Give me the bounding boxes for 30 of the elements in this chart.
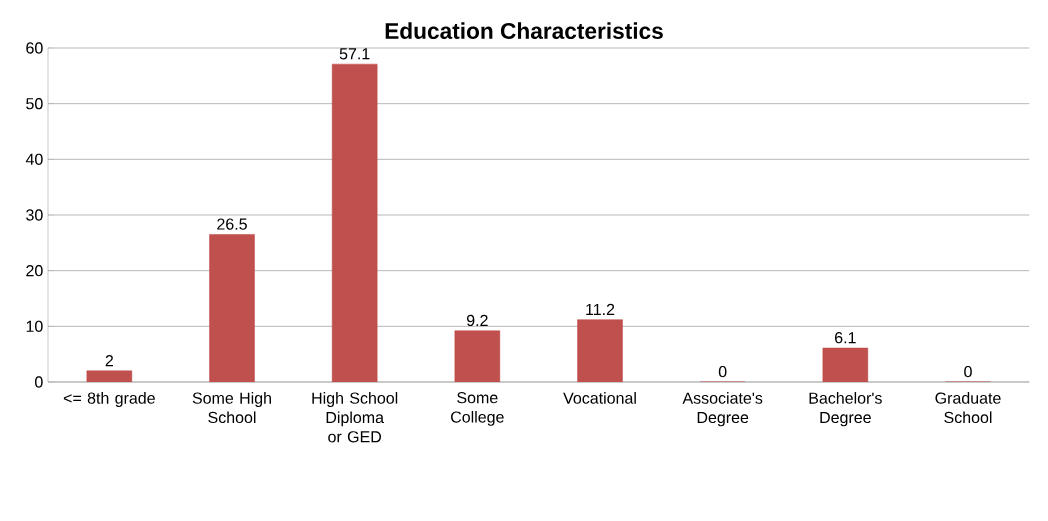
x-tick-label: Some College bbox=[451, 391, 504, 426]
data-label: 57.1 bbox=[339, 48, 370, 60]
bar bbox=[454, 330, 501, 382]
data-label: 0 bbox=[964, 365, 972, 378]
bar bbox=[86, 370, 133, 382]
x-tick-label: Associate's Degree bbox=[682, 391, 763, 427]
x-tick-label: Graduate School bbox=[935, 391, 1001, 423]
y-tick-label: 50 bbox=[26, 97, 43, 110]
data-label: 0 bbox=[718, 365, 727, 378]
y-tick-label: 40 bbox=[25, 153, 43, 165]
chart-title: Education Characteristics bbox=[385, 22, 663, 39]
y-tick-label: 0 bbox=[35, 376, 43, 388]
y-tick-label: 10 bbox=[26, 320, 43, 332]
bar bbox=[577, 319, 623, 382]
x-tick-label: Some High School bbox=[192, 391, 271, 423]
x-tick-label: Vocational bbox=[563, 391, 636, 404]
data-label: 11.2 bbox=[586, 303, 615, 315]
bar bbox=[331, 63, 378, 382]
data-label: 6.1 bbox=[835, 331, 856, 344]
y-tick-label: 20 bbox=[26, 264, 43, 277]
data-label: 26.5 bbox=[217, 218, 247, 230]
x-tick-label: <= 8th grade bbox=[63, 391, 155, 407]
bar bbox=[209, 234, 255, 382]
y-tick-label: 60 bbox=[26, 42, 43, 54]
data-label: 9.2 bbox=[466, 314, 488, 326]
x-tick-label: High School Diploma or GED bbox=[312, 391, 398, 443]
y-tick-label: 30 bbox=[26, 209, 43, 221]
bar bbox=[822, 347, 869, 382]
data-label: 2 bbox=[105, 354, 113, 366]
x-tick-label: Bachelor's Degree bbox=[809, 391, 882, 427]
